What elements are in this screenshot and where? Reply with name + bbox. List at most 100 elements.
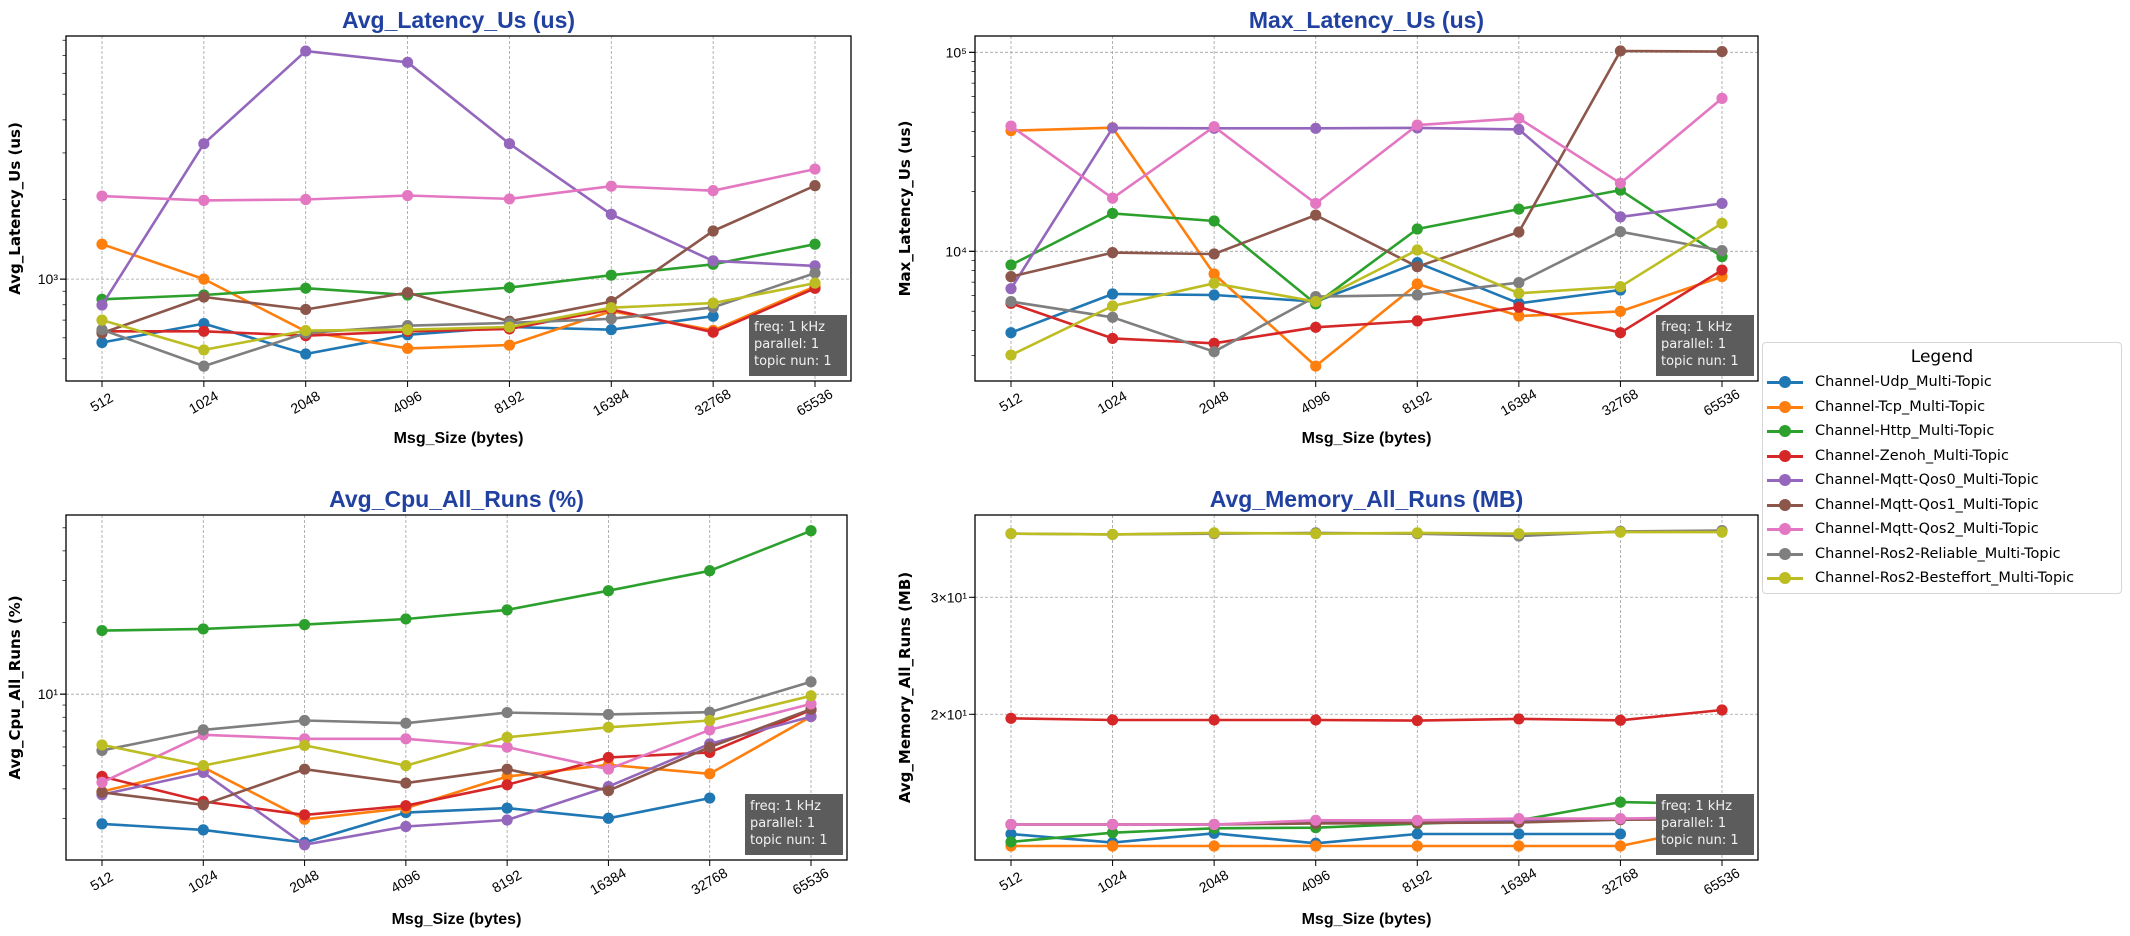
data-point: [1310, 122, 1322, 134]
data-point: [1310, 360, 1322, 372]
data-point: [501, 802, 513, 814]
series-line: [101, 715, 812, 847]
y-axis-label: Avg_Latency_Us (us): [6, 122, 24, 295]
data-point: [602, 708, 615, 721]
series-line: [1009, 126, 1723, 290]
data-point: [503, 321, 516, 333]
data-point: [298, 619, 311, 631]
legend-entry: Channel-Zenoh_Multi-Topic: [1767, 445, 2009, 467]
annotation-box: freq: 1 kHz parallel: 1 topic nun: 1: [749, 315, 847, 376]
data-point: [197, 724, 209, 736]
data-point: [1005, 271, 1017, 283]
data-point: [1513, 840, 1525, 852]
data-point: [1513, 310, 1525, 322]
data-point: [602, 812, 615, 824]
legend-marker-icon: [1767, 445, 1803, 467]
data-point: [1411, 244, 1423, 256]
annotation-line: topic nun: 1: [1661, 354, 1739, 369]
data-point: [1106, 122, 1119, 134]
data-point: [401, 324, 414, 336]
annotation-box: freq: 1 kHz parallel: 1 topic nun: 1: [1656, 315, 1754, 376]
x-tick-label: 4096: [1298, 866, 1333, 896]
data-point: [1106, 247, 1119, 259]
data-point: [400, 820, 412, 833]
data-point: [1614, 828, 1627, 840]
x-tick-label: 2048: [288, 387, 323, 417]
data-point: [300, 303, 312, 316]
data-point: [1716, 45, 1728, 58]
legend-label: Channel-Http_Multi-Topic: [1815, 423, 1995, 439]
data-point: [704, 714, 716, 727]
data-point: [298, 714, 311, 727]
x-tick-label: 16384: [587, 864, 629, 897]
data-point: [1005, 836, 1017, 848]
series-line: [1010, 222, 1723, 357]
data-point: [401, 189, 414, 202]
data-point: [501, 604, 513, 616]
data-point: [1208, 337, 1220, 349]
x-tick-label: 65536: [794, 385, 836, 418]
data-point: [96, 776, 108, 788]
data-point: [503, 193, 516, 205]
x-tick-label: 512: [996, 389, 1024, 415]
series-line: [1010, 49, 1723, 278]
data-point: [1106, 528, 1119, 541]
legend-entry: Channel-Udp_Multi-Topic: [1767, 371, 1992, 393]
data-point: [298, 809, 311, 821]
x-tick-label: 1024: [185, 866, 220, 896]
data-point: [704, 741, 716, 753]
x-tick-label: 512: [996, 868, 1024, 894]
data-point: [197, 799, 209, 811]
chart-title: Avg_Memory_All_Runs (MB): [1210, 486, 1524, 512]
data-point: [1614, 226, 1627, 238]
data-point: [1005, 528, 1017, 540]
data-point: [809, 180, 821, 192]
data-point: [805, 698, 817, 710]
data-point: [1005, 349, 1017, 361]
data-point: [707, 326, 719, 338]
series-line: [1010, 97, 1723, 205]
data-point: [501, 779, 513, 791]
data-point: [605, 302, 617, 314]
series-Channel-Ros2-Besteffort_Multi-Topic: [1005, 217, 1728, 361]
data-point: [300, 193, 312, 206]
series-line: [102, 287, 816, 338]
series-Channel-Mqtt-Qos1_Multi-Topic: [1005, 45, 1728, 283]
annotation-line: topic nun: 1: [754, 354, 832, 369]
annotation-line: freq: 1 kHz: [1661, 320, 1732, 335]
data-point: [1614, 327, 1627, 339]
data-point: [1614, 177, 1627, 189]
chart-title: Avg_Latency_Us (us): [342, 7, 575, 33]
x-tick-label: 16384: [1497, 385, 1539, 418]
data-point: [809, 277, 821, 289]
data-point: [1310, 321, 1322, 333]
data-point: [1716, 526, 1728, 538]
legend-marker-icon: [1767, 396, 1803, 418]
series-Channel-Http_Multi-Topic: [96, 525, 817, 637]
y-tick-label: 10⁴: [945, 243, 967, 259]
chart-title: Avg_Cpu_All_Runs (%): [329, 486, 584, 512]
legend-marker-icon: [1767, 494, 1803, 516]
legend-label: Channel-Ros2-Besteffort_Multi-Topic: [1815, 570, 2075, 586]
data-point: [1005, 327, 1017, 339]
data-point: [197, 623, 209, 635]
data-point: [401, 287, 414, 299]
data-point: [198, 291, 210, 303]
x-tick-label: 1024: [1095, 387, 1130, 417]
y-tick-label: 2×10¹: [931, 706, 968, 722]
annotation-line: freq: 1 kHz: [1661, 799, 1732, 814]
data-point: [602, 763, 615, 775]
legend-entry: Channel-Http_Multi-Topic: [1767, 420, 1994, 442]
x-tick-label: 2048: [1196, 866, 1231, 896]
data-point: [805, 525, 817, 537]
data-point: [1411, 223, 1423, 235]
x-tick-label: 8192: [491, 387, 526, 417]
data-point: [707, 310, 719, 322]
x-tick-label: 32768: [1599, 385, 1641, 418]
data-point: [1208, 268, 1220, 280]
data-point: [1716, 264, 1728, 276]
series-Channel-Mqtt-Qos2_Multi-Topic: [1005, 811, 1728, 831]
data-point: [1513, 813, 1525, 825]
data-point: [96, 314, 108, 326]
legend-label: Channel-Mqtt-Qos0_Multi-Topic: [1815, 472, 2039, 488]
